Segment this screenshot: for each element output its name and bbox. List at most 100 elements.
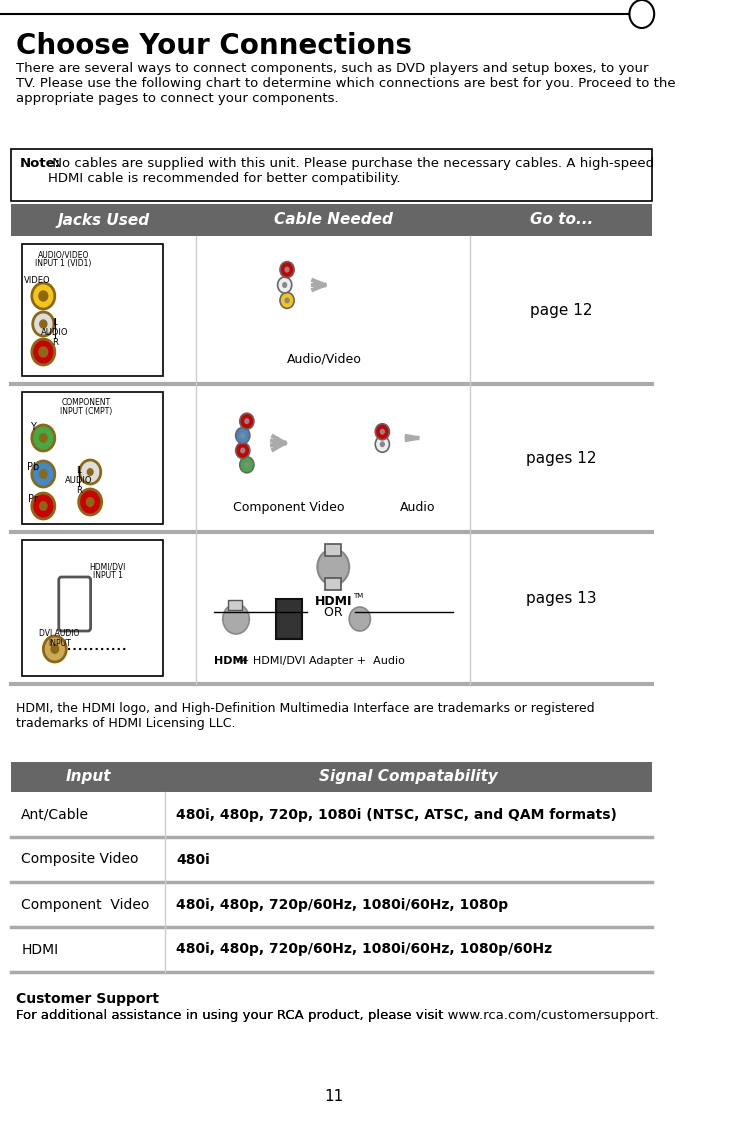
Text: Signal Compatability: Signal Compatability <box>320 770 498 785</box>
Circle shape <box>280 293 294 308</box>
Text: VIDEO: VIDEO <box>24 276 51 285</box>
Text: Component Video: Component Video <box>234 501 345 514</box>
Circle shape <box>318 549 349 585</box>
Text: 480i, 480p, 720p/60Hz, 1080i/60Hz, 1080p/60Hz: 480i, 480p, 720p/60Hz, 1080i/60Hz, 1080p… <box>176 942 552 956</box>
Text: Component  Video: Component Video <box>21 897 150 912</box>
Bar <box>11 204 652 634</box>
Text: COMPONENT: COMPONENT <box>61 398 110 407</box>
Circle shape <box>284 266 290 272</box>
Circle shape <box>375 424 389 440</box>
Circle shape <box>244 462 249 468</box>
Bar <box>11 882 652 926</box>
Text: R: R <box>52 338 57 347</box>
Text: No cables are supplied with this unit. Please purchase the necessary cables. A h: No cables are supplied with this unit. P… <box>48 156 654 185</box>
Text: There are several ways to connect components, such as DVD players and setup boxe: There are several ways to connect compon… <box>16 62 676 105</box>
Text: Note:: Note: <box>20 156 60 170</box>
Text: Choose Your Connections: Choose Your Connections <box>16 32 412 60</box>
Bar <box>11 762 652 792</box>
Circle shape <box>236 428 249 443</box>
Circle shape <box>39 291 48 301</box>
Circle shape <box>244 418 249 424</box>
Circle shape <box>349 607 370 631</box>
Bar <box>11 792 652 837</box>
Circle shape <box>240 413 254 429</box>
FancyBboxPatch shape <box>11 149 652 201</box>
Circle shape <box>33 312 54 336</box>
Circle shape <box>223 604 249 634</box>
Circle shape <box>79 489 101 515</box>
Text: INPUT (CMPT): INPUT (CMPT) <box>60 407 112 416</box>
Text: HDMI: HDMI <box>21 942 58 956</box>
FancyBboxPatch shape <box>325 544 341 556</box>
Text: Go to...: Go to... <box>530 212 593 228</box>
Text: page 12: page 12 <box>530 303 593 318</box>
Text: 480i, 480p, 720p, 1080i (NTSC, ATSC, and QAM formats): 480i, 480p, 720p, 1080i (NTSC, ATSC, and… <box>176 807 617 821</box>
Circle shape <box>240 448 246 454</box>
Text: Audio/Video: Audio/Video <box>287 353 362 366</box>
Text: Audio: Audio <box>399 501 435 514</box>
Circle shape <box>32 339 54 365</box>
Text: Customer Support: Customer Support <box>16 992 159 1006</box>
Circle shape <box>380 441 385 447</box>
Text: DVI AUDIO: DVI AUDIO <box>39 629 79 638</box>
Circle shape <box>282 282 287 288</box>
Circle shape <box>240 457 254 473</box>
Text: INPUT 1 (VID1): INPUT 1 (VID1) <box>36 259 91 268</box>
Text: Pr: Pr <box>28 494 38 503</box>
Circle shape <box>85 497 94 507</box>
Circle shape <box>39 501 48 511</box>
FancyBboxPatch shape <box>325 578 341 590</box>
Text: OR: OR <box>320 606 346 618</box>
Circle shape <box>284 297 290 304</box>
Circle shape <box>375 437 389 452</box>
Text: Composite Video: Composite Video <box>21 853 138 866</box>
Text: Pb: Pb <box>26 462 39 472</box>
Circle shape <box>32 425 54 451</box>
Circle shape <box>87 468 94 476</box>
Circle shape <box>43 636 67 662</box>
Circle shape <box>240 432 246 439</box>
Text: 11: 11 <box>324 1089 344 1105</box>
Text: R: R <box>76 486 82 496</box>
Text: TM: TM <box>353 593 363 599</box>
Text: INPUT 1: INPUT 1 <box>93 572 122 579</box>
Text: HDMI, the HDMI logo, and High-Definition Multimedia Interface are trademarks or : HDMI, the HDMI logo, and High-Definition… <box>16 702 594 730</box>
Circle shape <box>32 284 54 308</box>
Bar <box>11 837 652 882</box>
Text: Input: Input <box>65 770 110 785</box>
Text: AUDIO: AUDIO <box>41 328 69 337</box>
Text: Jacks Used: Jacks Used <box>57 212 150 228</box>
FancyBboxPatch shape <box>22 244 163 376</box>
Text: + HDMI/DVI Adapter +  Audio: + HDMI/DVI Adapter + Audio <box>240 655 405 666</box>
Circle shape <box>39 433 48 443</box>
Circle shape <box>79 460 101 484</box>
Circle shape <box>32 493 54 519</box>
Circle shape <box>40 320 47 328</box>
Text: pages 12: pages 12 <box>526 450 596 465</box>
Text: Cable Needed: Cable Needed <box>274 212 392 228</box>
Bar <box>11 926 652 972</box>
Text: Ant/Cable: Ant/Cable <box>21 807 89 821</box>
Circle shape <box>39 469 48 479</box>
Circle shape <box>380 429 385 434</box>
Text: HDMI/DVI: HDMI/DVI <box>90 562 126 572</box>
Bar <box>276 599 302 638</box>
Text: AUDIO/VIDEO: AUDIO/VIDEO <box>38 249 89 259</box>
Circle shape <box>236 442 249 458</box>
Circle shape <box>277 277 292 293</box>
Text: pages 13: pages 13 <box>526 591 596 606</box>
Text: L: L <box>52 318 57 327</box>
Circle shape <box>51 644 59 654</box>
Text: For additional assistance in using your RCA product, please visit www.rca.com/cu: For additional assistance in using your … <box>16 1009 659 1022</box>
Text: 480i: 480i <box>176 853 209 866</box>
FancyBboxPatch shape <box>22 540 163 676</box>
Text: For additional assistance in using your RCA product, please visit: For additional assistance in using your … <box>16 1009 448 1022</box>
Circle shape <box>280 262 294 278</box>
Text: HDMI: HDMI <box>214 655 247 666</box>
Text: HDMI: HDMI <box>314 595 352 608</box>
Text: INPUT: INPUT <box>48 638 70 648</box>
FancyBboxPatch shape <box>59 577 91 631</box>
Text: TM: TM <box>235 658 246 665</box>
FancyBboxPatch shape <box>228 600 242 610</box>
Text: Y: Y <box>29 422 36 432</box>
